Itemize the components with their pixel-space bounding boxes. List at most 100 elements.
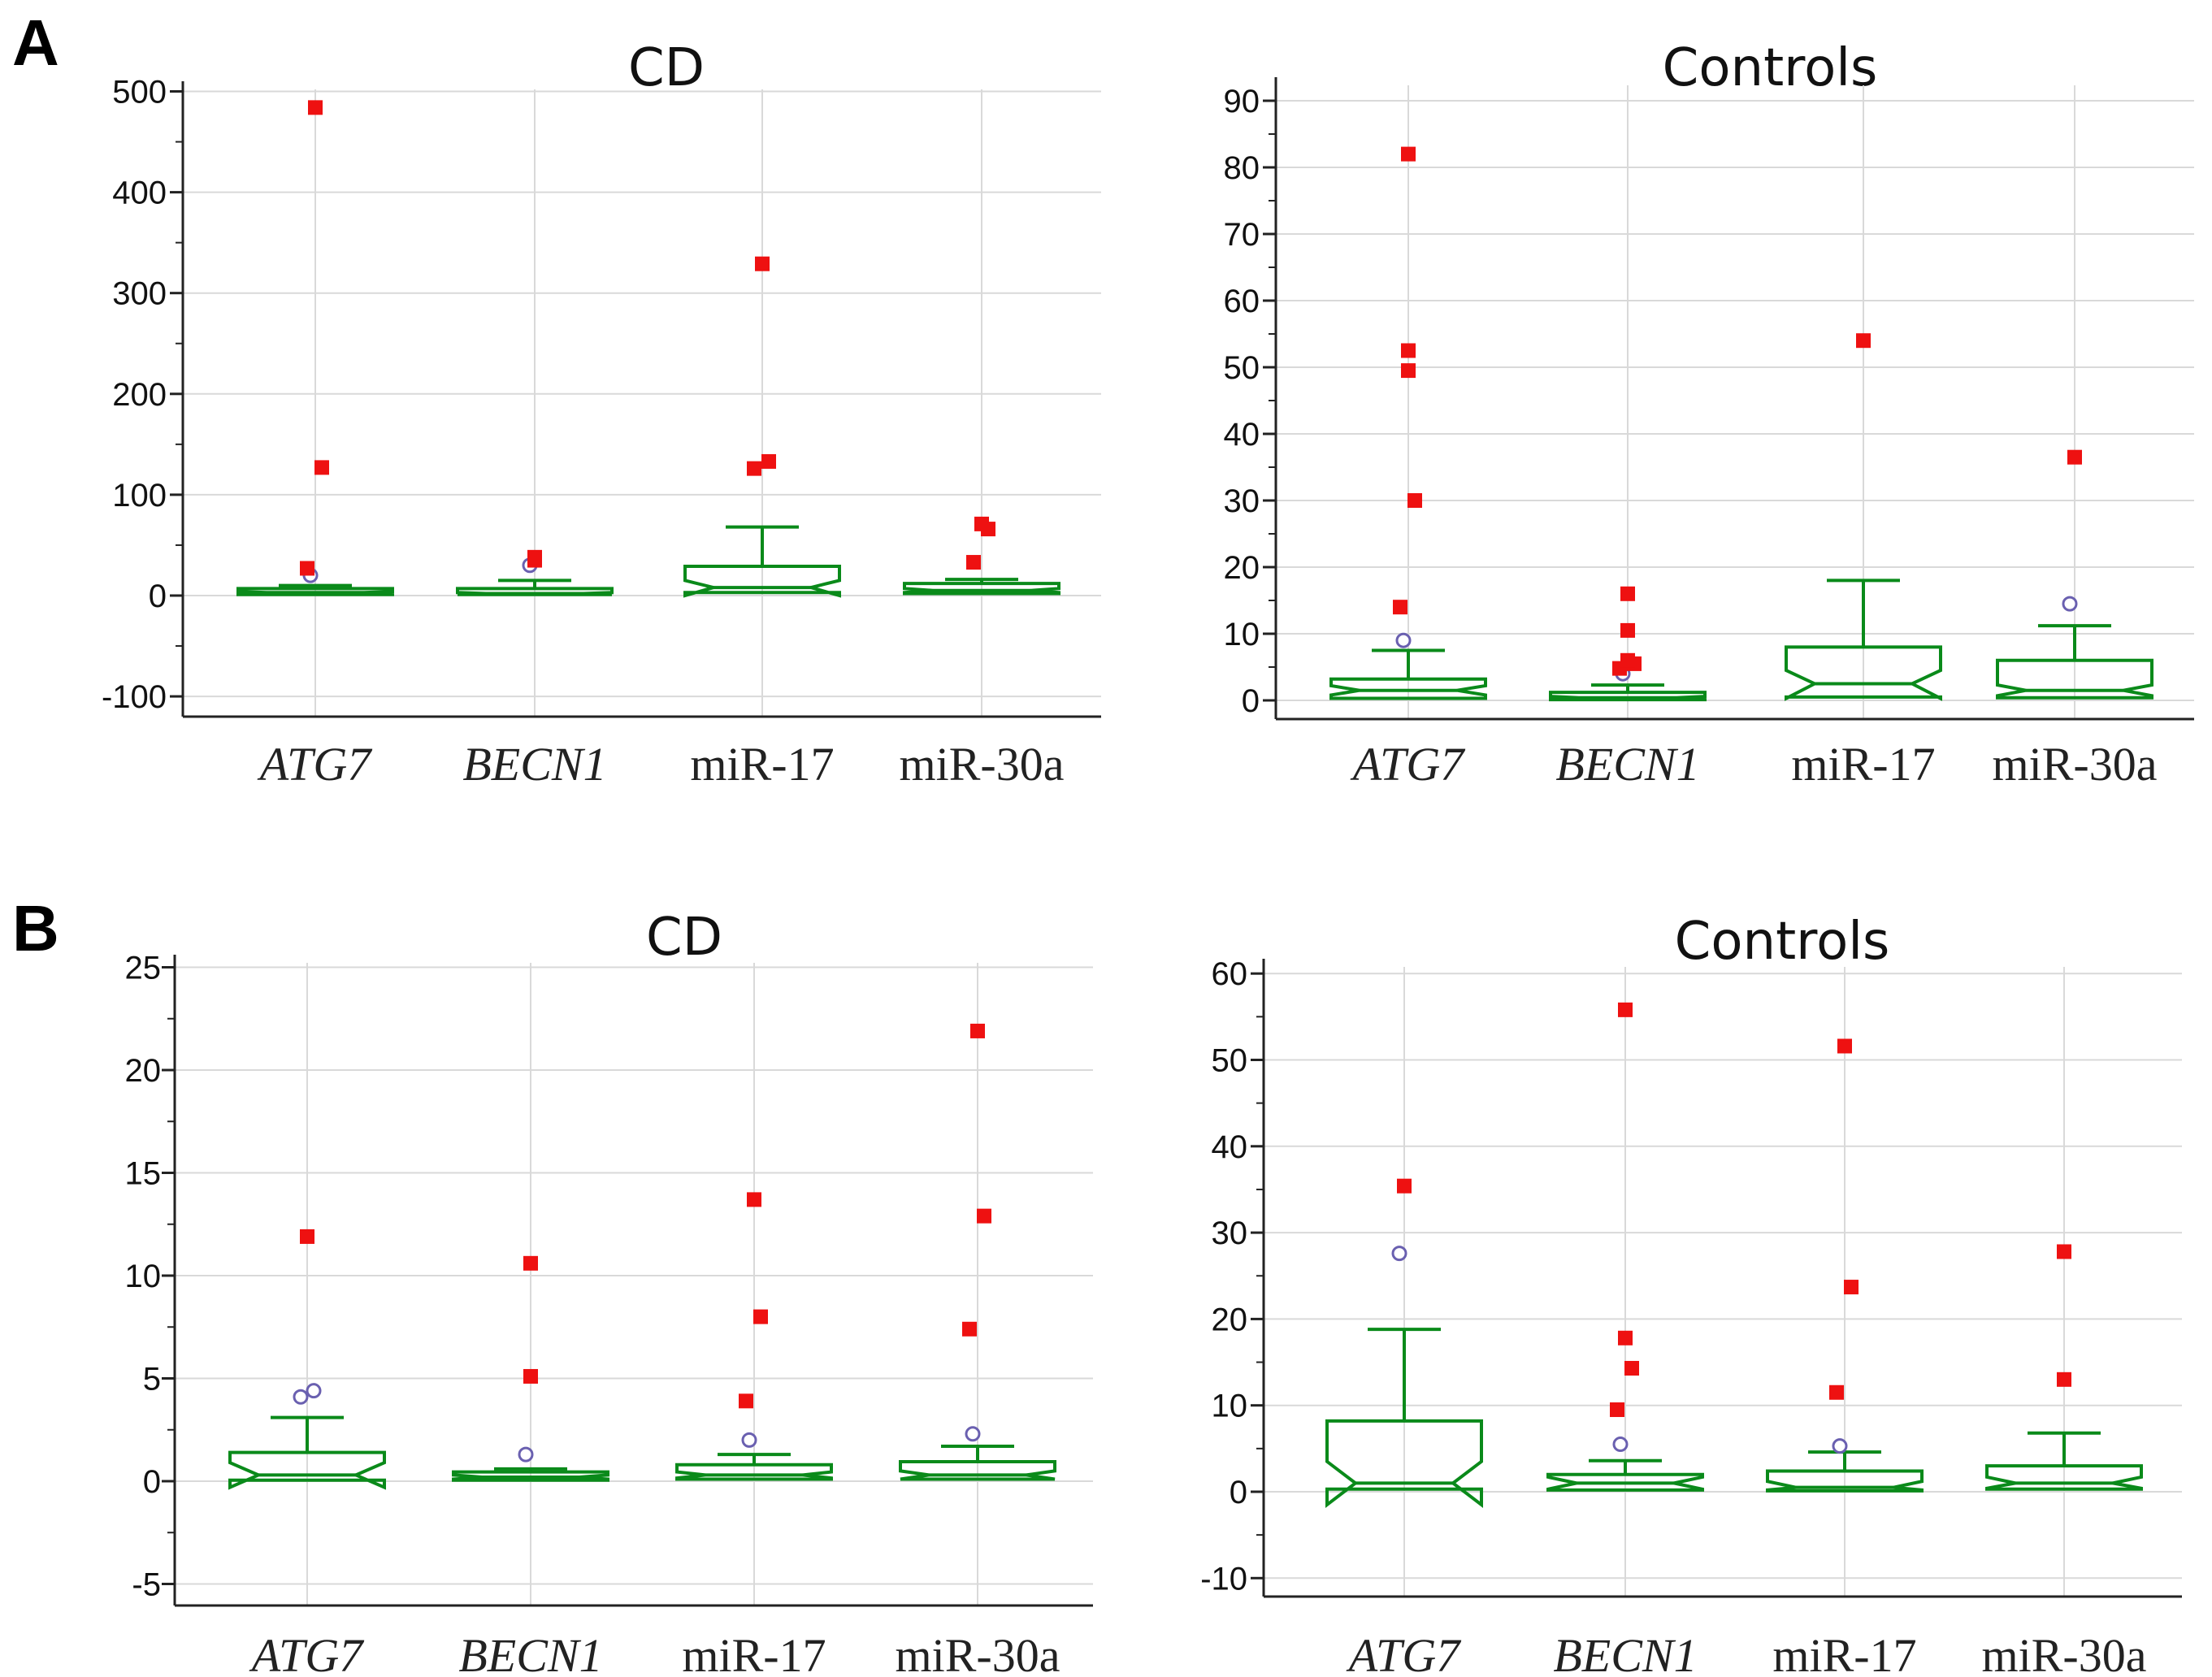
- box-mir-17: [683, 256, 841, 598]
- y-tick-label: 200: [112, 377, 167, 413]
- box-becn1: [452, 1255, 609, 1482]
- box-body: [456, 587, 614, 596]
- y-tick-label: 30: [1212, 1216, 1248, 1251]
- y-tick-label: 0: [149, 578, 167, 614]
- chart-title: CD: [628, 38, 705, 98]
- far-outlier-point: [1397, 1178, 1412, 1194]
- box-body: [452, 1470, 609, 1482]
- box-mir-17: [1766, 1038, 1924, 1493]
- near-outlier-point: [518, 1446, 534, 1462]
- box-body: [1766, 1469, 1924, 1493]
- y-tick-label: 40: [1224, 417, 1260, 453]
- near-outlier-point: [741, 1432, 757, 1448]
- box-becn1: [456, 549, 614, 596]
- far-outlier-point: [747, 1192, 761, 1207]
- y-tick-label: 0: [1230, 1475, 1247, 1510]
- x-category-label: miR-17: [690, 738, 834, 791]
- far-outlier-point: [747, 461, 761, 476]
- near-outlier-point: [306, 1383, 322, 1399]
- far-outlier-point: [523, 1368, 538, 1384]
- y-tick-label: 0: [1242, 683, 1260, 719]
- near-outlier-point: [965, 1426, 981, 1442]
- box-body: [1325, 1419, 1483, 1508]
- box-body: [1329, 677, 1487, 700]
- far-outlier-point: [1829, 1384, 1844, 1400]
- y-tick-label: 60: [1212, 956, 1248, 992]
- box-body: [1985, 1464, 2143, 1491]
- y-tick-label: 5: [143, 1362, 161, 1398]
- y-tick-label: 10: [125, 1259, 162, 1294]
- y-tick-label: 10: [1212, 1389, 1248, 1424]
- far-outlier-point: [755, 256, 770, 271]
- x-category-label: miR-30a: [1993, 738, 2158, 791]
- near-outlier-point: [293, 1389, 309, 1405]
- far-outlier-point: [962, 1321, 977, 1337]
- far-outlier-point: [966, 555, 981, 570]
- far-outlier-point: [1401, 343, 1416, 358]
- panel-letter: B: [12, 892, 59, 964]
- panel-letter: A: [12, 6, 59, 79]
- x-category-label: miR-30a: [1982, 1629, 2147, 1677]
- far-outlier-point: [2057, 1372, 2071, 1387]
- y-tick-label: 25: [125, 951, 162, 986]
- box-atg7: [228, 1228, 386, 1490]
- y-tick-label: 40: [1212, 1129, 1248, 1165]
- y-tick-label: 60: [1224, 284, 1260, 319]
- x-category-label: BECN1: [458, 1629, 602, 1677]
- x-category-label: miR-17: [1772, 1629, 1916, 1677]
- far-outlier-point: [970, 1023, 985, 1038]
- y-tick-label: 30: [1224, 483, 1260, 519]
- box-body: [236, 587, 394, 596]
- box-body: [1546, 1472, 1704, 1492]
- y-tick-label: 50: [1224, 350, 1260, 386]
- box-body: [899, 1459, 1056, 1481]
- box-mir-30a: [903, 516, 1060, 596]
- x-category-label: ATG7: [1350, 738, 1465, 791]
- box-body: [903, 582, 1060, 596]
- near-outlier-point: [2062, 596, 2078, 612]
- box-mir-17: [1785, 333, 1942, 701]
- far-outlier-point: [1620, 586, 1635, 601]
- far-outlier-point: [1610, 1402, 1624, 1418]
- x-category-label: ATG7: [257, 738, 372, 791]
- x-category-label: miR-17: [682, 1629, 826, 1677]
- far-outlier-point: [1618, 1330, 1633, 1346]
- far-outlier-point: [1624, 1360, 1639, 1376]
- box-body: [1996, 658, 2153, 700]
- chart-title: CD: [646, 908, 722, 968]
- chart-1: A CD -100 0 100 200 300 400 500 ATG7 BECN1 miR-17 mi…: [12, 6, 1101, 791]
- far-outlier-point: [1844, 1280, 1859, 1295]
- far-outlier-point: [1856, 333, 1871, 349]
- y-tick-label: -10: [1200, 1561, 1247, 1597]
- box-mir-17: [675, 1192, 833, 1481]
- far-outlier-point: [1393, 600, 1407, 615]
- far-outlier-point: [974, 516, 989, 531]
- chart-4: Controls -10 0 10 20 30 40 50 60 ATG7 BECN1 miR-17 m…: [1200, 912, 2182, 1677]
- far-outlier-point: [1620, 622, 1635, 638]
- x-category-label: BECN1: [1555, 738, 1699, 791]
- far-outlier-point: [1401, 146, 1416, 162]
- box-mir-30a: [899, 1023, 1056, 1481]
- far-outlier-point: [300, 1228, 314, 1244]
- box-mir-30a: [1996, 449, 2153, 700]
- box-becn1: [1549, 586, 1707, 702]
- x-category-label: miR-30a: [900, 738, 1065, 791]
- far-outlier-point: [1407, 493, 1422, 508]
- x-category-label: miR-30a: [896, 1629, 1060, 1677]
- near-outlier-point: [1612, 1436, 1629, 1453]
- far-outlier-point: [523, 1255, 538, 1271]
- far-outlier-point: [1837, 1038, 1852, 1054]
- far-outlier-point: [753, 1309, 768, 1324]
- box-atg7: [236, 100, 394, 596]
- x-category-label: ATG7: [1346, 1629, 1461, 1677]
- chart-title: Controls: [1675, 912, 1890, 972]
- y-tick-label: 20: [125, 1053, 162, 1089]
- near-outlier-point: [1391, 1246, 1407, 1262]
- x-category-label: miR-17: [1791, 738, 1935, 791]
- y-tick-label: -5: [132, 1567, 161, 1603]
- y-tick-label: 15: [125, 1156, 162, 1192]
- box-becn1: [1546, 1002, 1704, 1492]
- far-outlier-point: [1401, 363, 1416, 379]
- far-outlier-point: [2057, 1244, 2071, 1259]
